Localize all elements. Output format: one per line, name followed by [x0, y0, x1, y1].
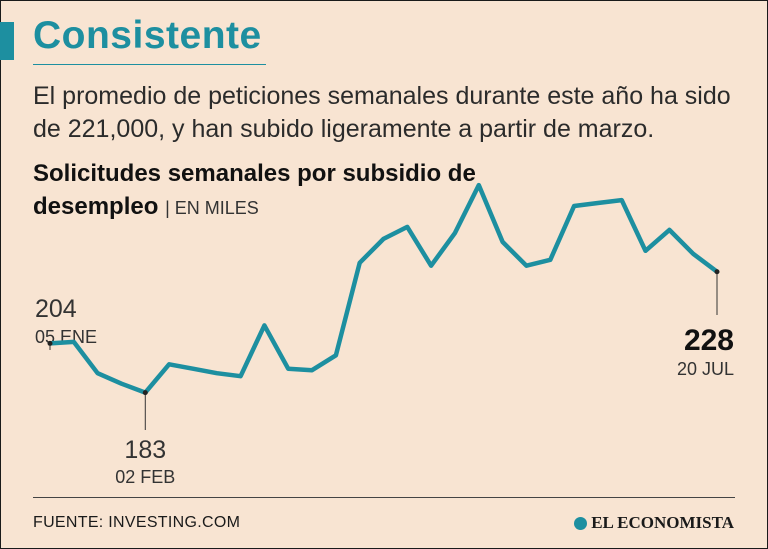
footer-divider: [33, 497, 735, 498]
headline: Consistente: [33, 14, 262, 57]
annotation-end-date: 20 JUL: [677, 359, 734, 379]
chart-unit: | EN MILES: [165, 198, 259, 218]
annotation-min-date: 02 FEB: [115, 467, 175, 487]
headline-underline: [33, 64, 266, 65]
brand-logo: EL ECONOMISTA: [574, 513, 734, 533]
annotation-end-dot: [714, 269, 720, 275]
chart-title-text: Solicitudes semanales por subsidio de de…: [33, 160, 476, 220]
series-line: [47, 182, 720, 395]
points-layer: [47, 185, 720, 396]
brand-name: EL ECONOMISTA: [591, 513, 734, 532]
annotation-min-value: 183: [124, 436, 166, 464]
subtitle: El promedio de peticiones semanales dura…: [33, 82, 731, 143]
annotation-start-value: 204: [35, 295, 77, 323]
brand-mark-icon: [574, 516, 588, 530]
annotation-min-dot: [142, 390, 148, 396]
accent-bar: [0, 22, 14, 60]
source-note: FUENTE: INVESTING.COM: [33, 514, 241, 531]
annotation-end-value: 228: [684, 324, 734, 357]
annotation-start-dot: [47, 340, 53, 346]
chart-title: Solicitudes semanales por subsidio de de…: [33, 157, 513, 225]
